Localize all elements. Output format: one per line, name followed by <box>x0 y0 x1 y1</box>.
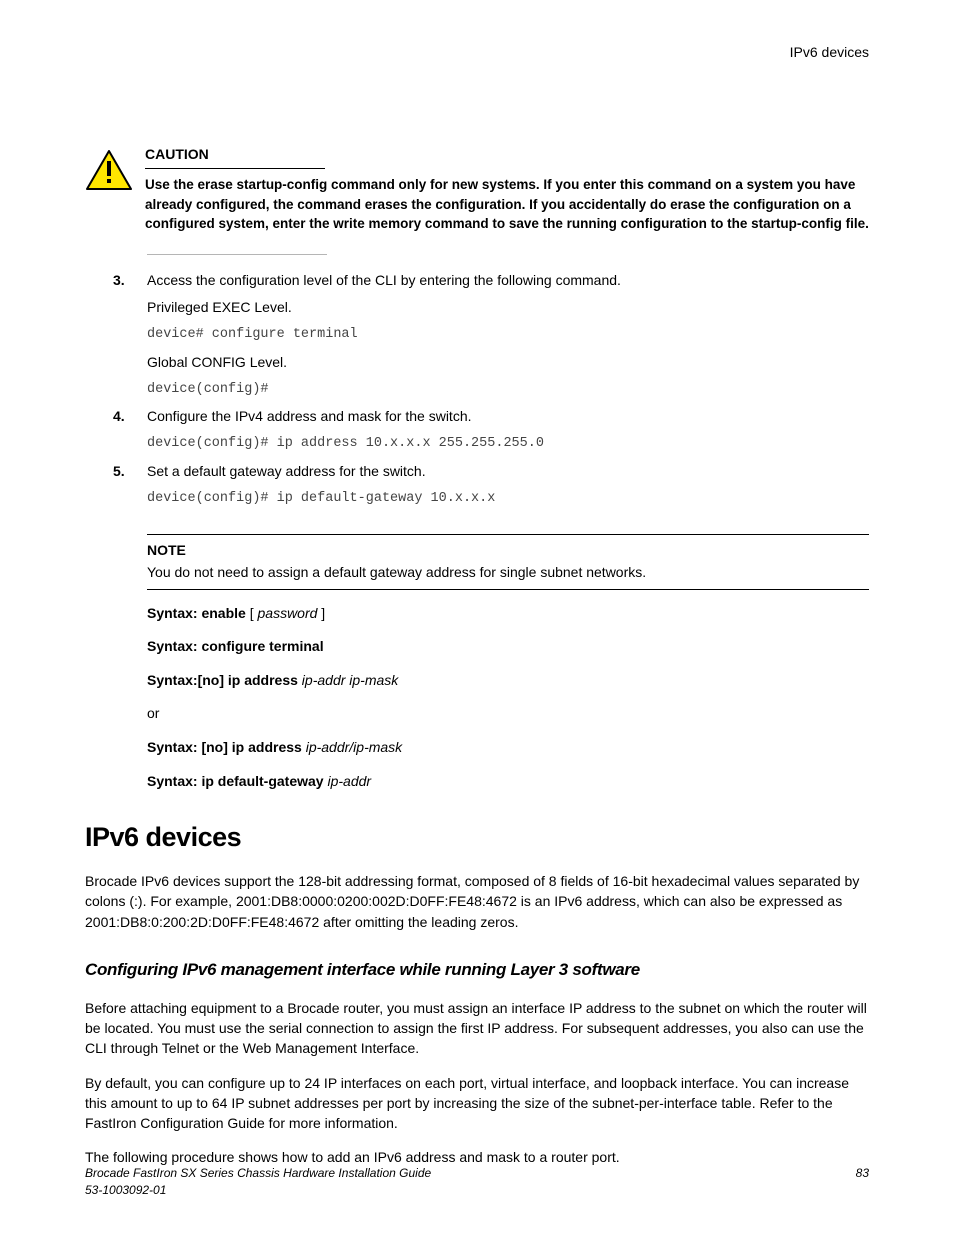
step-text: Configure the IPv4 address and mask for … <box>147 407 869 427</box>
subsection-para: By default, you can configure up to 24 I… <box>85 1073 869 1134</box>
caution-rule <box>145 168 325 169</box>
step-number: 4. <box>113 407 125 427</box>
cli-output: device(config)# <box>147 381 869 400</box>
syntax-bold: Syntax: enable <box>147 605 246 621</box>
footer-page-number: 83 <box>856 1165 869 1182</box>
step-body: Set a default gateway address for the sw… <box>147 462 869 508</box>
syntax-or: or <box>147 704 869 724</box>
caution-block: CAUTION Use the erase startup-config com… <box>85 145 869 234</box>
step-3: 3. Access the configuration level of the… <box>113 271 869 400</box>
cli-output: device(config)# ip address 10.x.x.x 255.… <box>147 435 869 454</box>
note-rule-bottom <box>147 589 869 590</box>
step-text: Set a default gateway address for the sw… <box>147 462 869 482</box>
syntax-line: Syntax: enable [ password ] <box>147 604 869 624</box>
separator-rule <box>147 254 327 255</box>
syntax-italic: ip-addr <box>324 773 371 789</box>
step-5: 5. Set a default gateway address for the… <box>113 462 869 508</box>
syntax-italic: ip-addr ip-mask <box>298 672 398 688</box>
subsection-para: Before attaching equipment to a Brocade … <box>85 998 869 1059</box>
syntax-plain: [ <box>246 605 258 621</box>
section-para: Brocade IPv6 devices support the 128-bit… <box>85 871 869 932</box>
step-number: 5. <box>113 462 125 482</box>
syntax-line: Syntax:[no] ip address ip-addr ip-mask <box>147 671 869 691</box>
step-4: 4. Configure the IPv4 address and mask f… <box>113 407 869 453</box>
step-text: Privileged EXEC Level. <box>147 298 869 318</box>
footer-title: Brocade FastIron SX Series Chassis Hardw… <box>85 1165 869 1182</box>
note-text: You do not need to assign a default gate… <box>147 563 869 583</box>
note-rule-top <box>147 534 869 535</box>
syntax-list: Syntax: enable [ password ] Syntax: conf… <box>147 604 869 792</box>
step-body: Configure the IPv4 address and mask for … <box>147 407 869 453</box>
step-text: Global CONFIG Level. <box>147 353 869 373</box>
syntax-italic: ip-addr/ip-mask <box>302 739 402 755</box>
syntax-line: Syntax: [no] ip address ip-addr/ip-mask <box>147 738 869 758</box>
syntax-line: Syntax: ip default-gateway ip-addr <box>147 772 869 792</box>
page: IPv6 devices CAUTION Use the erase start… <box>0 0 954 1235</box>
footer-docnum: 53-1003092-01 <box>85 1182 869 1199</box>
syntax-bold: Syntax: ip default-gateway <box>147 773 324 789</box>
steps-list: 3. Access the configuration level of the… <box>113 271 869 509</box>
warning-icon <box>85 149 133 197</box>
cli-output: device(config)# ip default-gateway 10.x.… <box>147 490 869 509</box>
caution-content: CAUTION Use the erase startup-config com… <box>145 145 869 234</box>
caution-text: Use the erase startup-config command onl… <box>145 175 869 234</box>
syntax-bold: Syntax:[no] ip address <box>147 672 298 688</box>
step-body: Access the configuration level of the CL… <box>147 271 869 400</box>
note-block: NOTE You do not need to assign a default… <box>147 534 869 589</box>
syntax-italic: password <box>258 605 318 621</box>
step-text: Access the configuration level of the CL… <box>147 271 869 291</box>
section-heading-ipv6: IPv6 devices <box>85 819 869 857</box>
running-header: IPv6 devices <box>85 43 869 63</box>
syntax-bold: Syntax: configure terminal <box>147 638 324 654</box>
cli-output: device# configure terminal <box>147 326 869 345</box>
syntax-bold: Syntax: [no] ip address <box>147 739 302 755</box>
note-label: NOTE <box>147 541 869 561</box>
page-footer: Brocade FastIron SX Series Chassis Hardw… <box>85 1165 869 1199</box>
syntax-plain: ] <box>317 605 325 621</box>
subsection-heading: Configuring IPv6 management interface wh… <box>85 958 869 982</box>
step-number: 3. <box>113 271 125 291</box>
caution-label: CAUTION <box>145 145 869 165</box>
syntax-line: Syntax: configure terminal <box>147 637 869 657</box>
